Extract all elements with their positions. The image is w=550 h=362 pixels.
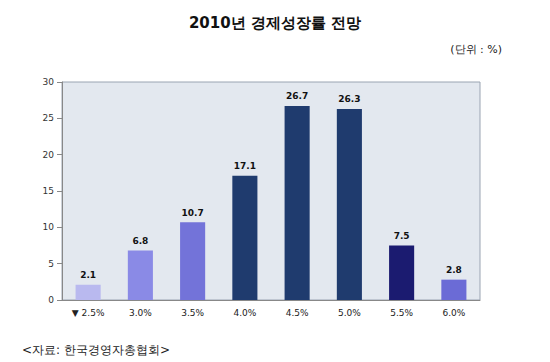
- svg-text:20: 20: [43, 150, 55, 160]
- svg-text:5: 5: [48, 259, 54, 269]
- svg-text:3.0%: 3.0%: [129, 308, 152, 318]
- svg-text:4.5%: 4.5%: [286, 308, 309, 318]
- svg-text:26.7: 26.7: [286, 91, 308, 101]
- svg-text:<자료: 한국경영자총협회>: <자료: 한국경영자총협회>: [22, 343, 170, 357]
- svg-text:6.8: 6.8: [132, 236, 148, 246]
- svg-text:5.5%: 5.5%: [390, 308, 413, 318]
- svg-text:17.1: 17.1: [234, 161, 256, 171]
- svg-text:6.0%: 6.0%: [442, 308, 465, 318]
- svg-text:0: 0: [48, 295, 54, 305]
- svg-text:2.1: 2.1: [80, 270, 96, 280]
- svg-text:2010년 경제성장률 전망: 2010년 경제성장률 전망: [189, 14, 361, 32]
- svg-text:5.0%: 5.0%: [338, 308, 361, 318]
- svg-text:30: 30: [43, 77, 55, 87]
- svg-text:4.0%: 4.0%: [233, 308, 256, 318]
- svg-text:15: 15: [43, 186, 54, 196]
- svg-text:10: 10: [43, 222, 55, 232]
- svg-text:3.5%: 3.5%: [181, 308, 204, 318]
- svg-text:25: 25: [43, 113, 54, 123]
- svg-text:▼ 2.5%: ▼ 2.5%: [72, 308, 105, 318]
- svg-text:7.5: 7.5: [394, 231, 410, 241]
- svg-text:2.8: 2.8: [446, 265, 462, 275]
- svg-text:(단위 : %): (단위 : %): [450, 43, 502, 56]
- svg-text:26.3: 26.3: [338, 94, 360, 104]
- svg-text:10.7: 10.7: [182, 208, 204, 218]
